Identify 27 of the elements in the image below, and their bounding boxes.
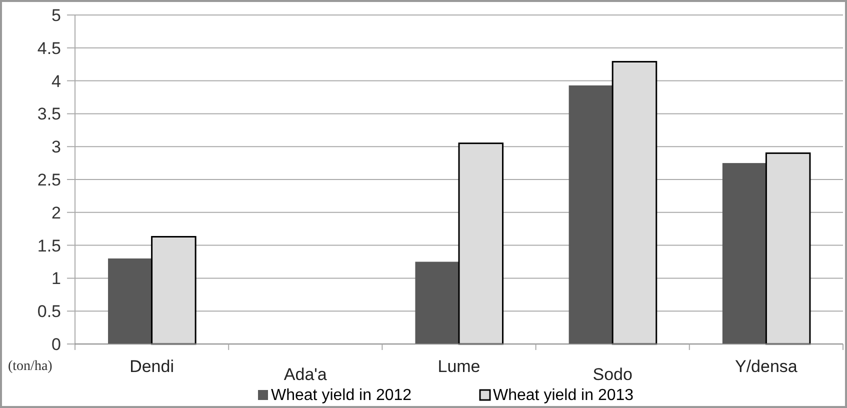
legend-label: Wheat yield in 2013 xyxy=(493,387,634,404)
y-axis-title: (ton/ha) xyxy=(8,359,53,374)
y-tick-label: 5 xyxy=(52,6,61,25)
y-tick-label: 0 xyxy=(52,334,61,354)
y-tick-label: 1 xyxy=(52,269,61,288)
bar xyxy=(458,142,504,345)
y-tick-label: 4.5 xyxy=(37,38,61,58)
x-tick-label: Y/densa xyxy=(735,357,798,376)
x-tick-label: Ada'a xyxy=(284,365,328,384)
bar xyxy=(612,60,658,345)
y-tick-label: 3.5 xyxy=(37,104,61,124)
bar xyxy=(108,258,152,344)
bar xyxy=(722,163,766,344)
bar xyxy=(765,152,811,345)
bar xyxy=(568,85,613,344)
y-tick-label: 3 xyxy=(52,138,61,157)
x-tick-label: Lume xyxy=(438,357,480,376)
x-tick-label: Dendi xyxy=(130,357,174,376)
y-tick-label: 2.5 xyxy=(37,170,61,190)
bar xyxy=(151,236,196,345)
y-tick-label: 4 xyxy=(52,72,61,91)
y-tick-label: 2 xyxy=(52,203,61,222)
x-tick-label: Sodo xyxy=(592,365,632,384)
legend-label: Wheat yield in 2012 xyxy=(271,387,412,404)
y-tick-label: 1.5 xyxy=(37,236,61,256)
y-tick-label: 0.5 xyxy=(37,302,61,322)
bar xyxy=(415,262,459,344)
